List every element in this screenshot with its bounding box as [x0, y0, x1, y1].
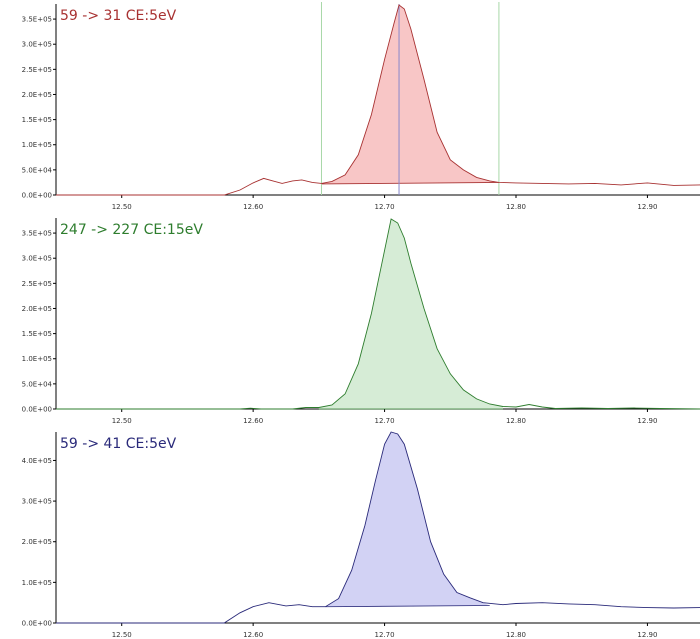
x-tick-label: 12.50 [112, 631, 132, 639]
x-tick-label: 12.90 [637, 417, 657, 425]
x-tick-label: 12.90 [637, 631, 657, 639]
x-tick-label: 12.80 [506, 417, 526, 425]
trace-line [56, 431, 700, 624]
trace-line [56, 218, 700, 410]
panel-title: 247 -> 227 CE:15eV [60, 222, 203, 238]
x-tick-label: 12.90 [637, 203, 657, 211]
x-tick-label: 12.70 [375, 203, 395, 211]
peak-area-fill [325, 432, 490, 607]
y-tick-label: 1.0E+05 [22, 355, 52, 363]
y-tick-label: 5.0E+04 [22, 166, 53, 174]
x-tick-label: 12.80 [506, 631, 526, 639]
x-tick-label: 12.60 [243, 417, 263, 425]
integration-baseline [325, 605, 490, 608]
y-tick-label: 0.0E+00 [22, 406, 52, 414]
peak-area-fill [321, 5, 499, 184]
y-tick-label: 0.0E+00 [22, 620, 52, 628]
y-tick-label: 3.5E+05 [22, 230, 52, 238]
y-tick-label: 3.5E+05 [22, 16, 52, 24]
y-tick-label: 1.0E+05 [22, 141, 52, 149]
y-tick-label: 2.5E+05 [22, 280, 52, 288]
chromatogram-panel-1: 0.0E+00 5.0E+04 1.0E+05 1.5E+05 2.0E+05 2.5E+… [22, 2, 700, 211]
y-tick-label: 3.0E+05 [22, 498, 52, 506]
chromatogram-panel-2: 0.0E+00 5.0E+04 1.0E+05 1.5E+05 2.0E+05 2.5E+… [22, 218, 700, 425]
y-tick-label: 0.0E+00 [22, 192, 52, 200]
y-tick-label: 2.0E+05 [22, 538, 52, 546]
y-tick-label: 4.0E+05 [22, 457, 52, 465]
y-tick-label: 3.0E+05 [22, 41, 52, 49]
panel-title: 59 -> 31 CE:5eV [60, 8, 177, 24]
panel-title: 59 -> 41 CE:5eV [60, 436, 177, 452]
y-tick-label: 2.0E+05 [22, 91, 52, 99]
y-tick-label: 5.0E+04 [22, 380, 53, 388]
chromatogram-panel-3: 0.0E+00 1.0E+05 2.0E+05 3.0E+05 4.0E+05 12.50… [22, 431, 700, 639]
x-tick-label: 12.70 [375, 417, 395, 425]
y-tick-label: 1.0E+05 [22, 579, 52, 587]
peak-area-fill [318, 219, 503, 409]
y-tick-label: 2.0E+05 [22, 305, 52, 313]
x-tick-label: 12.60 [243, 631, 263, 639]
y-tick-label: 1.5E+05 [22, 330, 52, 338]
y-tick-label: 2.5E+05 [22, 66, 52, 74]
y-tick-label: 3.0E+05 [22, 255, 52, 263]
x-tick-label: 12.80 [506, 203, 526, 211]
x-tick-label: 12.50 [112, 203, 132, 211]
x-tick-label: 12.50 [112, 417, 132, 425]
trace-line [56, 4, 700, 196]
x-tick-label: 12.60 [243, 203, 263, 211]
y-tick-label: 1.5E+05 [22, 116, 52, 124]
x-tick-label: 12.70 [375, 631, 395, 639]
integration-baseline [321, 182, 499, 185]
